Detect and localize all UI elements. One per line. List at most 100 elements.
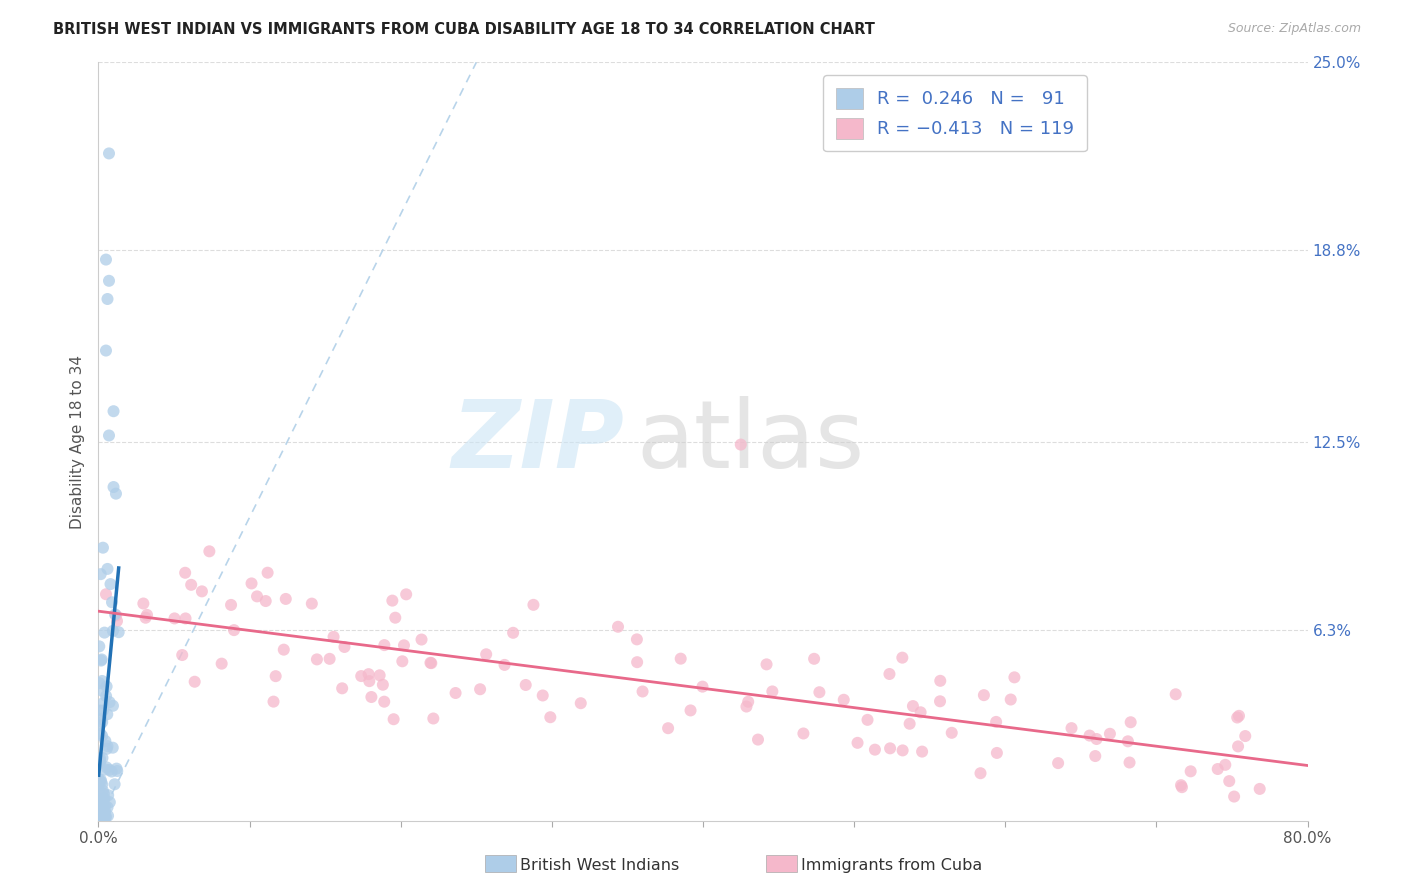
Point	[901, 699, 924, 714]
Point	[305, 652, 328, 666]
Point	[1213, 757, 1236, 772]
Point	[941, 726, 963, 740]
Point	[891, 743, 914, 757]
Point	[657, 721, 679, 735]
Point	[90, 811, 112, 825]
Text: Source: ZipAtlas.com: Source: ZipAtlas.com	[1227, 22, 1361, 36]
Point	[373, 638, 395, 652]
Point	[607, 620, 630, 634]
Point	[105, 764, 128, 778]
Point	[856, 713, 879, 727]
Point	[87, 772, 110, 786]
Y-axis label: Disability Age 18 to 34: Disability Age 18 to 34	[69, 354, 84, 529]
Point	[373, 695, 395, 709]
Point	[420, 656, 443, 670]
Point	[107, 625, 129, 640]
Point	[531, 689, 554, 703]
Point	[91, 811, 114, 825]
Text: Immigrants from Cuba: Immigrants from Cuba	[801, 858, 983, 872]
Point	[89, 640, 111, 654]
Point	[1164, 687, 1187, 701]
Point	[96, 739, 118, 753]
Point	[96, 680, 118, 694]
Point	[96, 292, 118, 306]
Point	[90, 792, 112, 806]
Point	[104, 486, 127, 500]
Point	[368, 668, 391, 682]
Point	[411, 632, 433, 647]
Point	[98, 146, 121, 161]
Point	[91, 777, 114, 791]
Point	[100, 577, 122, 591]
Point	[522, 598, 544, 612]
Point	[94, 587, 117, 601]
Point	[808, 685, 831, 699]
Point	[96, 562, 118, 576]
Point	[256, 566, 278, 580]
Point	[90, 772, 112, 787]
Point	[93, 625, 115, 640]
Point	[333, 640, 356, 654]
Point	[1060, 721, 1083, 735]
Point	[1227, 708, 1250, 723]
Point	[984, 714, 1007, 729]
Point	[1085, 731, 1108, 746]
Point	[631, 684, 654, 698]
Point	[211, 657, 233, 671]
Point	[1226, 710, 1249, 724]
Point	[174, 566, 197, 580]
Point	[863, 742, 886, 756]
Point	[89, 756, 111, 771]
Point	[381, 593, 404, 607]
Point	[94, 804, 117, 818]
Point	[626, 632, 648, 647]
Point	[191, 584, 214, 599]
Point	[97, 808, 120, 822]
Point	[91, 801, 114, 815]
Point	[93, 792, 115, 806]
Point	[93, 787, 115, 801]
Point	[90, 811, 112, 825]
Point	[1002, 670, 1025, 684]
Point	[87, 811, 110, 825]
Point	[419, 656, 441, 670]
Point	[569, 696, 592, 710]
Point	[318, 652, 340, 666]
Point	[90, 792, 112, 806]
Point	[832, 693, 855, 707]
Point	[91, 696, 114, 710]
Point	[104, 607, 127, 622]
Point	[219, 598, 242, 612]
Point	[105, 614, 128, 628]
Point	[98, 695, 121, 709]
Point	[792, 726, 814, 740]
Point	[357, 667, 380, 681]
Point	[392, 638, 415, 652]
Text: atlas: atlas	[637, 395, 865, 488]
Point	[730, 437, 752, 451]
Point	[879, 741, 901, 756]
Point	[96, 800, 118, 814]
Point	[91, 715, 114, 730]
Point	[98, 274, 121, 288]
Point	[91, 673, 114, 688]
Point	[91, 811, 114, 825]
Point	[89, 805, 111, 819]
Point	[96, 741, 118, 756]
Point	[94, 343, 117, 358]
Point	[422, 711, 444, 725]
Point	[91, 797, 114, 811]
Point	[180, 578, 202, 592]
Point	[90, 567, 112, 582]
Point	[350, 669, 373, 683]
Point	[90, 811, 112, 825]
Point	[94, 811, 117, 825]
Point	[90, 802, 112, 816]
Point	[89, 704, 111, 718]
Point	[1119, 715, 1142, 730]
Point	[692, 680, 714, 694]
Point	[91, 541, 114, 555]
Point	[264, 669, 287, 683]
Point	[90, 801, 112, 815]
Point	[98, 795, 121, 809]
